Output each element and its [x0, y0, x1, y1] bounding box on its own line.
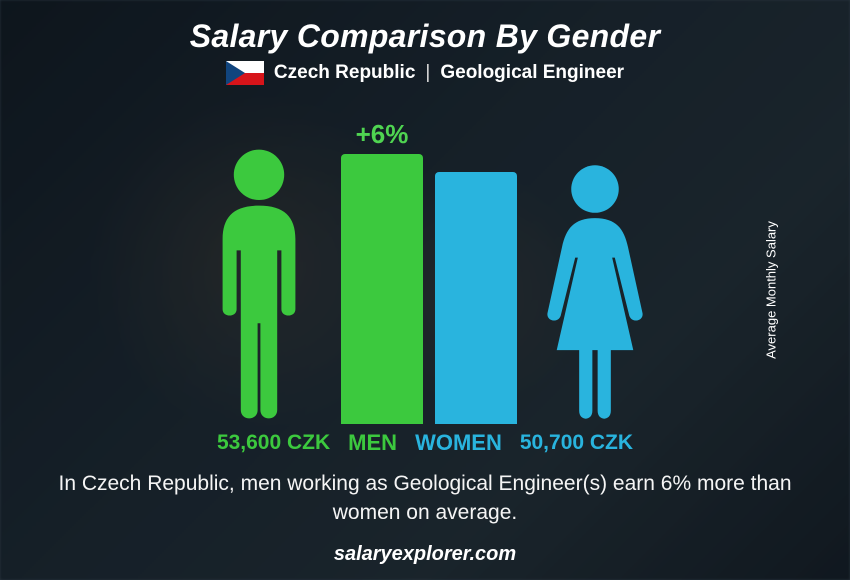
flag-icon	[226, 61, 264, 85]
footer-source: salaryexplorer.com	[334, 543, 516, 566]
caption-text: In Czech Republic, men working as Geolog…	[45, 470, 805, 527]
men-bar-wrap: +6%	[341, 119, 423, 424]
subtitle-divider: |	[425, 62, 430, 84]
infographic-container: Salary Comparison By Gender Czech Republ…	[0, 0, 850, 580]
men-label: MEN	[348, 430, 397, 456]
job-label: Geological Engineer	[440, 62, 624, 84]
page-title: Salary Comparison By Gender	[190, 18, 660, 55]
subtitle-row: Czech Republic | Geological Engineer	[226, 61, 624, 85]
men-salary: 53,600 CZK	[217, 431, 330, 455]
women-label: WOMEN	[415, 430, 502, 456]
women-salary: 50,700 CZK	[520, 431, 633, 455]
difference-label: +6%	[356, 119, 409, 150]
men-side	[189, 144, 329, 424]
woman-icon	[529, 160, 661, 424]
country-label: Czech Republic	[274, 62, 415, 84]
chart-area: +6%	[30, 95, 820, 424]
man-icon	[189, 144, 329, 424]
labels-row: 53,600 CZK MEN WOMEN 50,700 CZK	[30, 430, 820, 456]
y-axis-label: Average Monthly Salary	[764, 221, 779, 359]
men-bar	[341, 154, 423, 424]
women-bar-wrap	[435, 172, 517, 424]
women-side	[529, 160, 661, 424]
women-bar	[435, 172, 517, 424]
